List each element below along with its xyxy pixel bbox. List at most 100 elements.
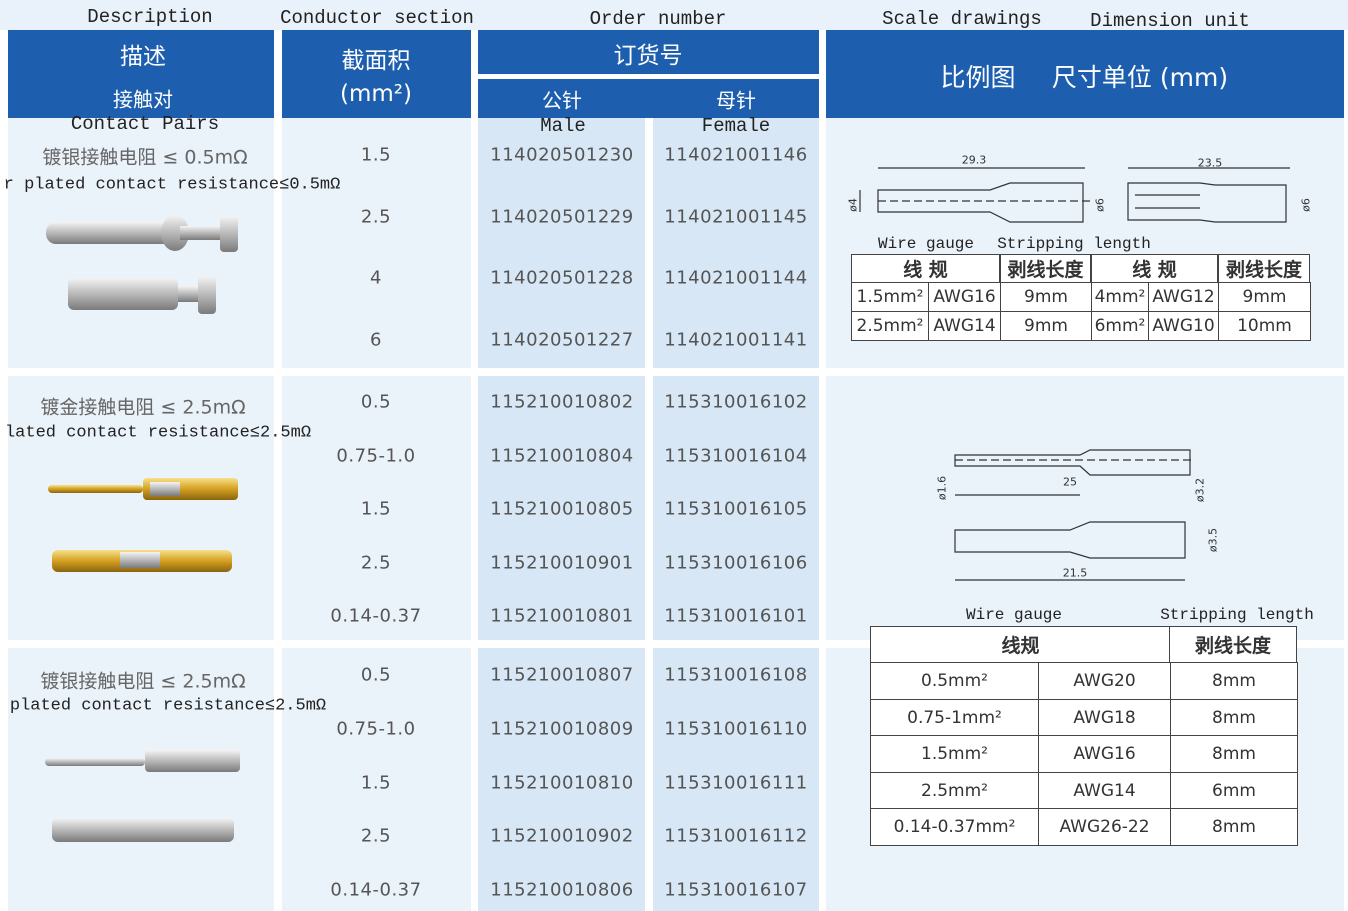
female-order-number: 115310016108 [664,664,808,686]
description-en: r plated contact resistance≤0.5mΩ [3,175,341,195]
header-cn: (mm²) [340,81,412,107]
conductor-section: 4 [370,267,382,289]
female-order-number: 115310016106 [664,552,808,573]
header-cell [478,79,819,118]
header-en: Scale drawings [882,8,1042,30]
table-cell: 10mm [1218,311,1311,341]
table-cell: 0.14-0.37mm² [870,808,1039,847]
table-cell: 0.5mm² [870,662,1039,700]
dimension-label: 23.5 [1197,156,1223,170]
dimension-label: ø1.6 [935,475,949,501]
header-en: Contact Pairs [70,113,220,135]
caption: Wire gauge [965,606,1063,624]
female-order-number: 114021001144 [664,267,808,289]
header-cn: 描述 [120,44,166,70]
header-cn: 比例图 [940,63,1016,92]
dimension-label: 29.3 [961,153,987,167]
description-cn: 镀金接触电阻 ≤ 2.5mΩ [40,396,246,419]
description-en: plated contact resistance≤2.5mΩ [9,696,327,716]
female-order-number: 115310016110 [664,718,808,740]
table-header: 剥线长度 [1000,254,1091,283]
table-cell: 9mm [1218,282,1311,312]
conductor-section: 2.5 [360,552,392,573]
conductor-section: 0.14-0.37 [330,605,422,627]
dimension-label: ø4 [846,198,860,212]
table-cell: 2.5mm² [870,771,1039,810]
table-cell: 6mm [1170,771,1298,810]
header-en: Dimension unit [1090,10,1250,32]
male-order-number: 115210010810 [490,772,634,793]
conductor-section: 1.5 [360,772,392,793]
dimension-label: ø6 [1093,198,1107,212]
male-order-number: 115210010806 [490,879,634,901]
table-cell: 6mm² [1091,311,1149,341]
female-order-number: 114021001141 [664,329,808,351]
table-header: 线 规 [851,254,1000,283]
male-order-number: 115210010801 [490,605,634,627]
header-top [0,0,1348,30]
table-cell: 8mm [1170,662,1298,700]
female-order-number: 115310016101 [664,605,808,627]
female-order-number: 115310016112 [664,825,808,847]
column-bg [653,118,819,911]
table-header: 剥线长度 [1218,254,1310,283]
table-cell: AWG14 [1038,771,1171,810]
table-cell: AWG14 [928,311,1001,341]
male-order-number: 115210010802 [490,391,634,413]
conductor-section: 2.5 [360,206,392,228]
conductor-section: 0.5 [360,391,392,413]
male-order-number: 115210010809 [490,718,634,740]
header-cn: 尺寸单位 (mm) [1051,63,1229,92]
male-order-number: 114020501229 [490,206,634,228]
table-cell: AWG12 [1148,282,1219,312]
table-cell: AWG18 [1038,698,1171,737]
dimension-label: ø3.2 [1193,477,1207,503]
header-en: Description [87,6,213,28]
conductor-section: 0.75-1.0 [336,445,416,466]
female-order-number: 115310016111 [664,772,808,793]
table-cell: AWG16 [1038,735,1171,774]
header-en: Order number [589,8,727,30]
header-cell [478,30,819,74]
table-cell: 4mm² [1091,282,1149,312]
caption: Stripping length [997,235,1151,253]
table-cell: AWG20 [1038,662,1171,700]
description-cn: 镀银接触电阻 ≤ 0.5mΩ [42,146,248,169]
female-order-number: 114021001146 [664,144,808,166]
table-cell: 2.5mm² [851,311,929,341]
table-cell: 0.75-1mm² [870,698,1039,737]
table-cell: AWG10 [1148,311,1219,341]
table-cell: 1.5mm² [870,735,1039,774]
header-cell [8,30,274,118]
header-cell [282,30,471,118]
header-cell [826,30,1344,118]
header-cn: 截面积 [341,48,411,74]
male-order-number: 114020501230 [490,144,634,166]
column-bg [478,118,645,911]
dimension-label: 25 [1063,475,1077,489]
table-cell: 8mm [1170,735,1298,774]
header-cn: 母针 [716,88,756,113]
male-order-number: 115210010804 [490,445,634,466]
caption: Stripping length [1160,606,1314,624]
conductor-section: 0.14-0.37 [330,879,422,901]
male-order-number: 115210010807 [490,664,634,686]
conductor-section: 0.75-1.0 [336,718,416,740]
female-order-number: 115310016102 [664,391,808,413]
dimension-label: ø3.5 [1206,527,1220,553]
header-en: Female [701,115,771,137]
table-cell: 8mm [1170,698,1298,737]
female-order-number: 115310016105 [664,498,808,520]
pin-photo [45,215,240,842]
conductor-section: 6 [370,329,382,351]
dimension-label: ø6 [1299,198,1313,212]
description-en: lated contact resistance≤2.5mΩ [4,423,312,443]
male-order-number: 115210010805 [490,498,634,520]
table-cell: 1.5mm² [851,282,929,312]
female-order-number: 114021001145 [664,206,808,228]
header-cn: 订货号 [613,43,683,69]
table-cell: 8mm [1170,808,1298,847]
table-cell: 9mm [1000,282,1092,312]
